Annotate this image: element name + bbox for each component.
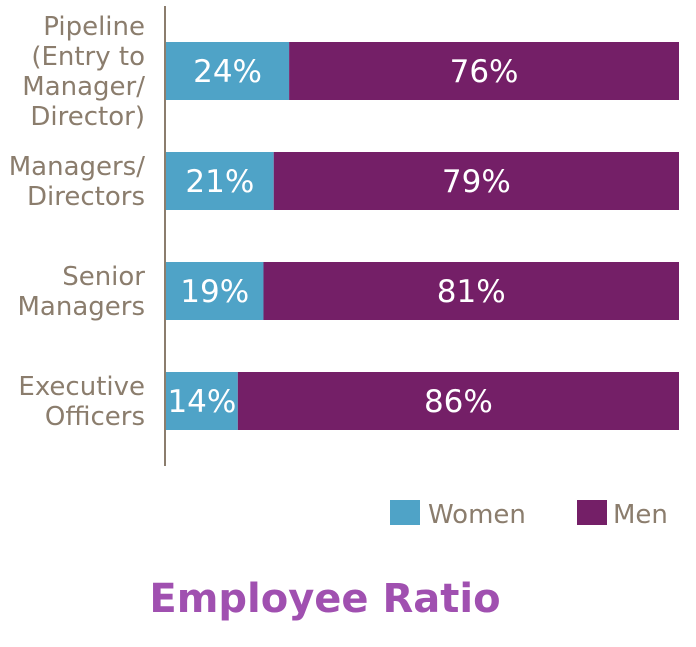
bar-women	[166, 152, 274, 210]
bar-women	[166, 262, 264, 320]
data-label-women: 24%	[193, 54, 262, 90]
data-label-women: 21%	[185, 164, 254, 200]
category-label: Senior Managers	[17, 262, 145, 322]
category-label-line: Managers/	[9, 152, 146, 182]
chart-title: Employee Ratio	[149, 576, 500, 622]
data-label-men: 81%	[437, 274, 506, 310]
data-label-men: 86%	[424, 384, 493, 420]
category-labels: Pipeline (Entry to Manager/Director)Manage…	[9, 12, 146, 432]
category-label: Managers/Directors	[9, 152, 146, 212]
bar-value-labels: 24% 76% 21% 79% 19% 81% 14% 86%	[167, 54, 518, 420]
legend: Women Men	[390, 500, 668, 530]
category-label-line: Senior	[62, 262, 145, 292]
category-label: Pipeline (Entry to Manager/Director)	[22, 12, 145, 132]
category-label-line: Manager/	[22, 72, 145, 102]
category-label-line: Directors	[27, 182, 145, 212]
bar-women	[166, 372, 238, 430]
bar-men	[289, 42, 679, 100]
category-label-line: (Entry to	[31, 42, 145, 72]
category-label-line: Officers	[45, 402, 145, 432]
category-label: Executive Officers	[18, 372, 145, 432]
category-label-line: Executive	[18, 372, 145, 402]
bars-group	[166, 42, 679, 430]
legend-label-men: Men	[613, 500, 668, 530]
bar-men	[273, 152, 679, 210]
legend-label-women: Women	[428, 500, 526, 530]
category-label-line: Pipeline	[43, 12, 145, 42]
data-label-women: 19%	[180, 274, 249, 310]
category-label-line: Director)	[30, 102, 145, 132]
bar-women	[166, 42, 290, 100]
bar-men	[237, 372, 679, 430]
data-label-men: 76%	[450, 54, 519, 90]
data-label-women: 14%	[167, 384, 236, 420]
legend-swatch-men	[577, 500, 607, 525]
legend-swatch-women	[390, 500, 420, 525]
data-label-men: 79%	[442, 164, 511, 200]
bar-men	[263, 262, 679, 320]
category-label-line: Managers	[17, 292, 145, 322]
